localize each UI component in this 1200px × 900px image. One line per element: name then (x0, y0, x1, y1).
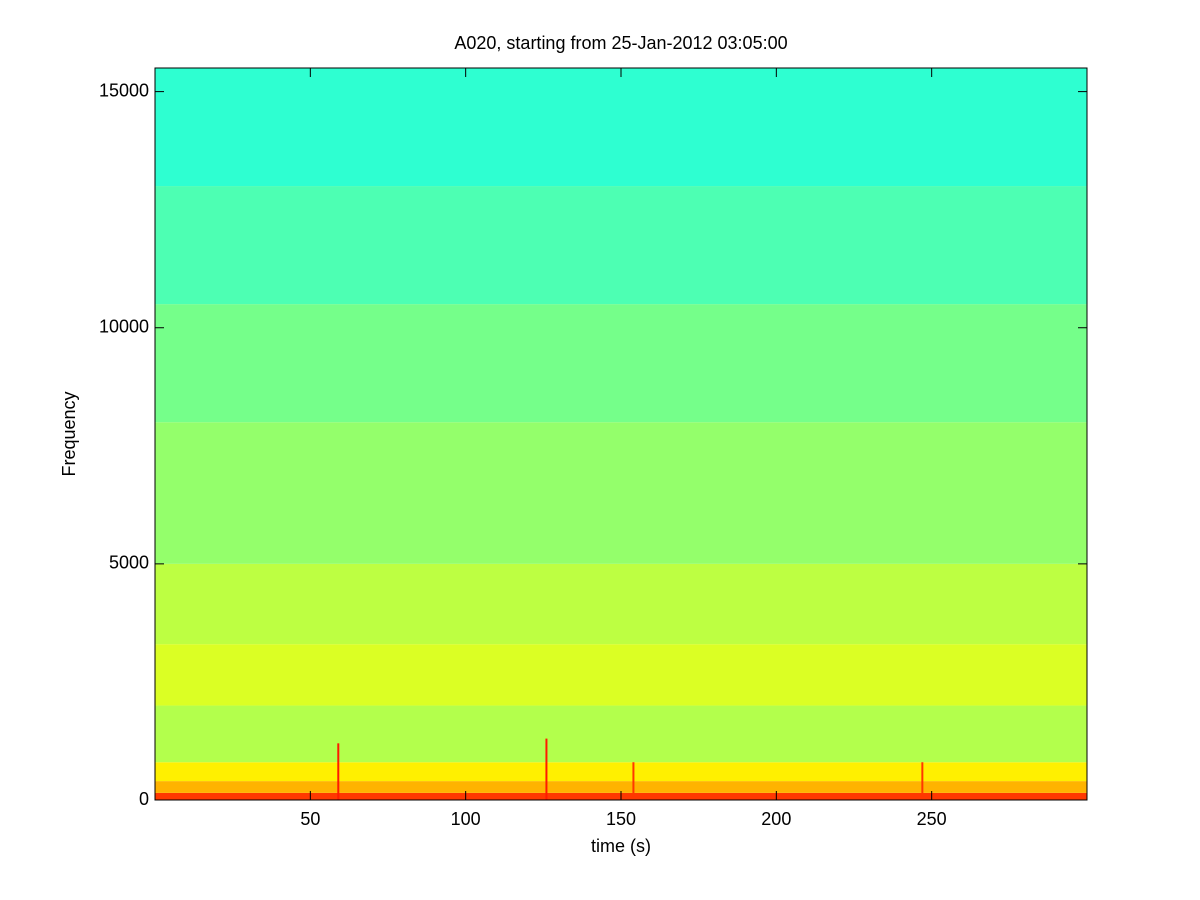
spectrogram-band (155, 644, 1087, 706)
y-tick-label: 0 (139, 789, 149, 809)
spectrogram-band (155, 422, 1087, 564)
spectrogram-band (155, 762, 1087, 782)
spectrogram-band (155, 304, 1087, 423)
x-tick-label: 150 (606, 809, 636, 829)
spectrogram-band (155, 781, 1087, 793)
x-axis-label: time (s) (591, 836, 651, 856)
x-tick-label: 100 (451, 809, 481, 829)
spectrogram-band (155, 68, 1087, 187)
y-axis-label: Frequency (59, 391, 79, 476)
spectrogram-band (155, 186, 1087, 305)
chart-title: A020, starting from 25-Jan-2012 03:05:00 (454, 33, 787, 53)
spectrogram-band (155, 705, 1087, 763)
spectrogram-band (155, 563, 1087, 645)
y-tick-label: 5000 (109, 553, 149, 573)
x-tick-label: 200 (761, 809, 791, 829)
x-tick-label: 50 (300, 809, 320, 829)
x-tick-label: 250 (917, 809, 947, 829)
y-tick-label: 15000 (99, 80, 149, 100)
y-tick-label: 10000 (99, 316, 149, 336)
